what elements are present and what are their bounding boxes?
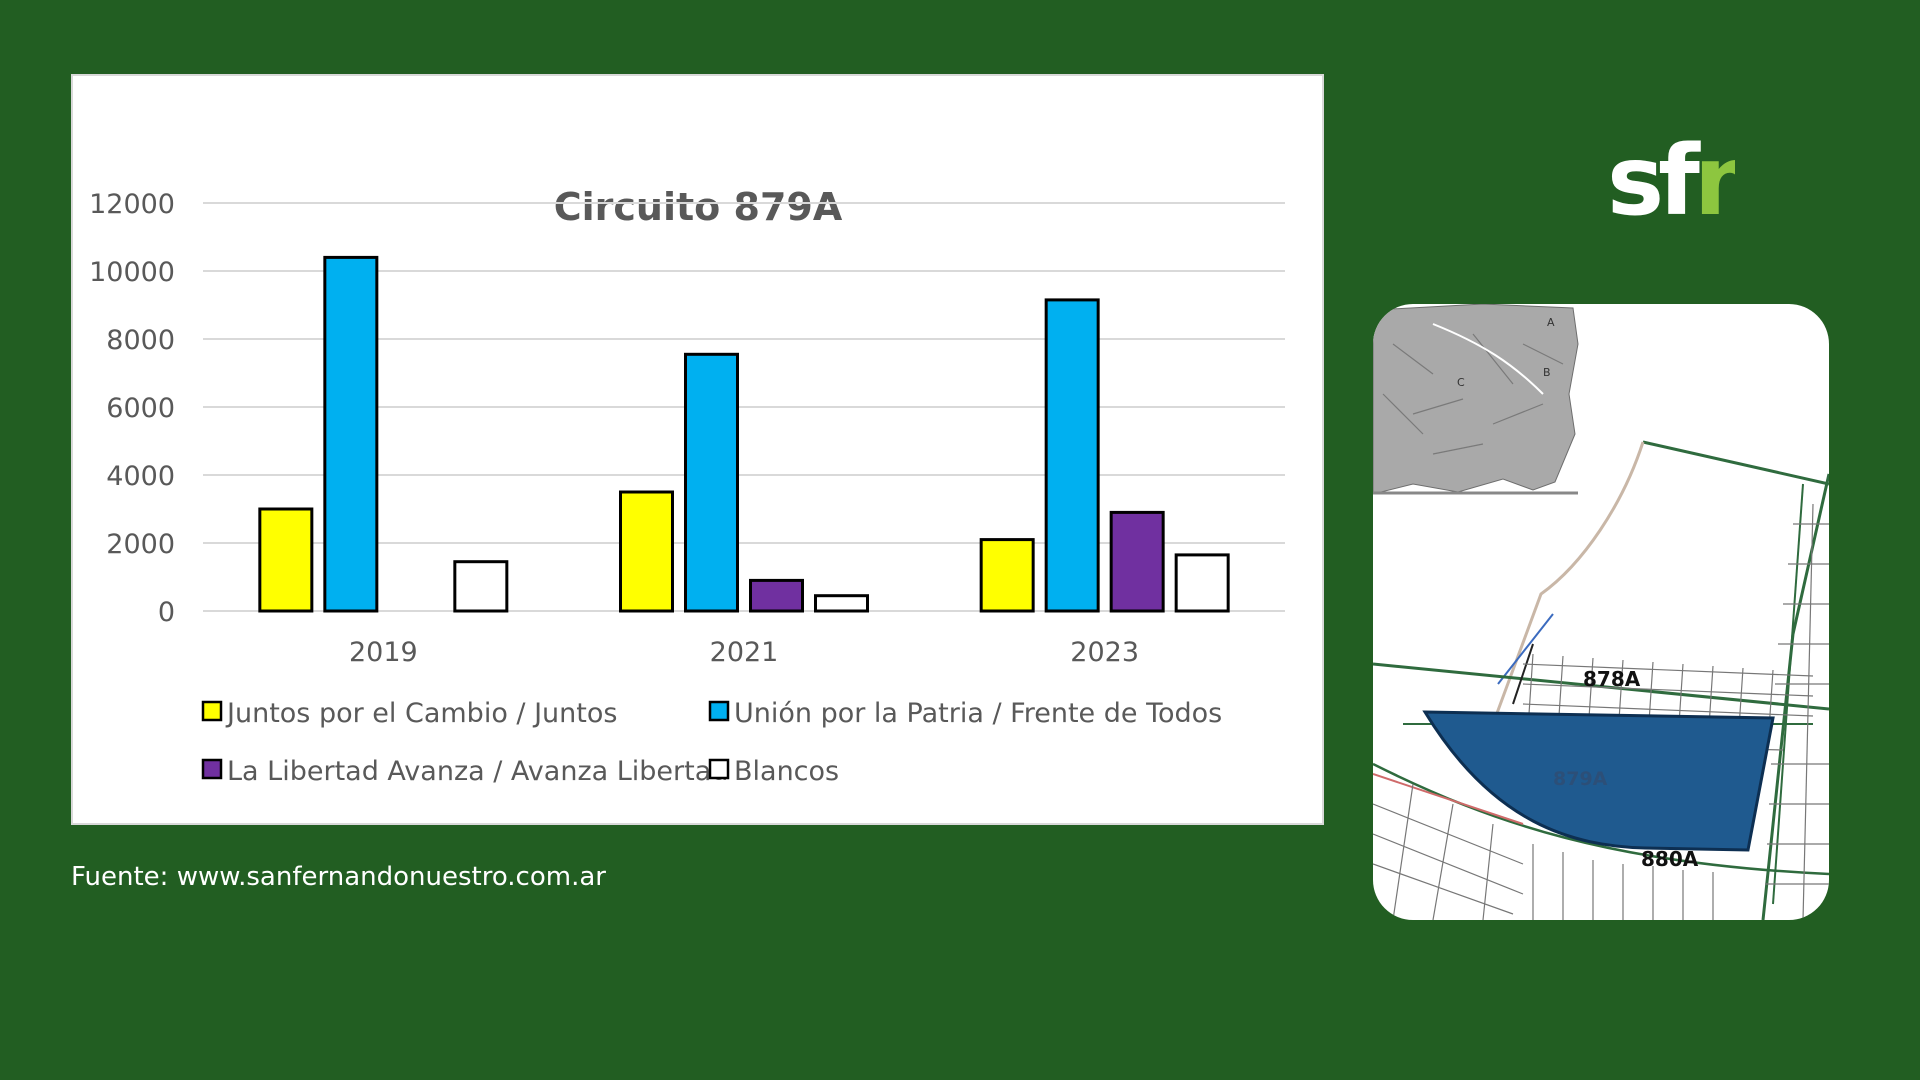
bar: [258, 507, 314, 613]
legend-label: La Libertad Avanza / Avanza Libertad: [227, 756, 728, 787]
map-card: A B C 878A 8: [1373, 304, 1829, 920]
y-tick-label: 4000: [106, 461, 175, 492]
inset-label-b: B: [1543, 366, 1551, 379]
map-label-880a: 880A: [1641, 847, 1699, 871]
circuit-map: A B C 878A 8: [1373, 304, 1829, 920]
bar: [814, 594, 869, 613]
y-tick-label: 8000: [106, 325, 175, 356]
bar: [684, 352, 739, 613]
svg-text:sfn: sfn: [1607, 130, 1735, 225]
map-label-879a: 879A: [1553, 768, 1608, 790]
circuit-879a-region: [1422, 710, 1775, 852]
legend: Juntos por el Cambio / Juntos Unión por l…: [201, 698, 1222, 787]
bar: [1174, 553, 1230, 613]
inset-map: A B C: [1373, 304, 1579, 495]
bar: [619, 490, 674, 613]
map-label-878a: 878A: [1583, 667, 1641, 691]
bar: [749, 578, 804, 613]
x-category-label: 2019: [349, 637, 418, 668]
chart-title: Circuito 879A: [554, 185, 843, 229]
gridlines: [203, 202, 1285, 612]
y-tick-label: 12000: [89, 189, 175, 220]
legend-swatch: [708, 758, 730, 780]
bar: [453, 560, 509, 613]
legend-swatch: [708, 700, 730, 722]
bar: [1044, 298, 1100, 613]
legend-swatch: [201, 758, 223, 780]
x-category-label: 2023: [1070, 637, 1139, 668]
logo-text-green: n: [1694, 130, 1735, 225]
legend-label: Unión por la Patria / Frente de Todos: [734, 698, 1222, 729]
chart-panel: Circuito 879A 0 2000 4000 6000 8000 10000 1200…: [71, 74, 1324, 825]
legend-label: Juntos por el Cambio / Juntos: [225, 698, 617, 729]
logo-text-white: sf: [1607, 130, 1701, 225]
x-axis-categories: 2019 2021 2023: [349, 637, 1139, 668]
y-tick-label: 2000: [106, 529, 175, 560]
inset-label-c: C: [1457, 376, 1465, 389]
legend-label: Blancos: [734, 756, 839, 787]
sfn-logo: sfn: [1605, 125, 1762, 237]
bars: [258, 255, 1230, 613]
x-category-label: 2021: [710, 637, 779, 668]
y-tick-label: 10000: [89, 257, 175, 288]
bar: [323, 255, 379, 613]
bar: [979, 538, 1035, 613]
y-tick-label: 0: [158, 597, 175, 628]
legend-swatch: [201, 700, 223, 722]
y-tick-label: 6000: [106, 393, 175, 424]
bar-chart: Circuito 879A 0 2000 4000 6000 8000 10000 1200…: [89, 185, 1285, 787]
bar: [1109, 510, 1165, 613]
inset-label-a: A: [1547, 316, 1555, 329]
source-caption: Fuente: www.sanfernandonuestro.com.ar: [71, 862, 606, 892]
y-axis-ticks: 0 2000 4000 6000 8000 10000 12000: [89, 189, 175, 628]
